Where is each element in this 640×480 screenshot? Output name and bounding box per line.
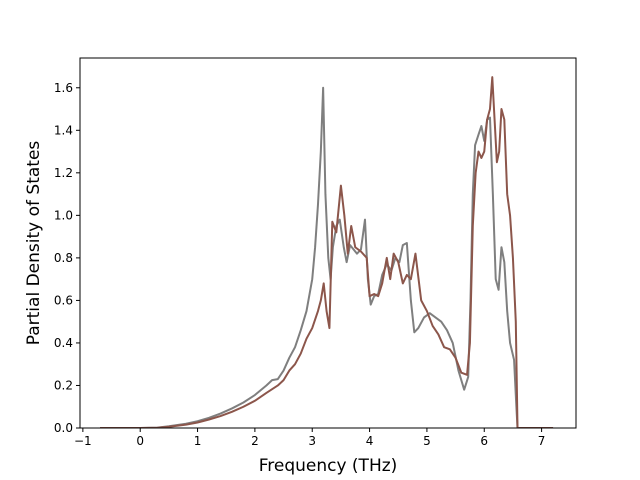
- y-tick-label: 1.0: [54, 208, 73, 222]
- x-axis: −1 0 1 2 3 4 5 6 7: [74, 428, 545, 448]
- y-tick-label: 1.2: [54, 166, 73, 180]
- x-tick-label: 3: [308, 434, 316, 448]
- axes-frame: [79, 57, 577, 429]
- y-tick-label: 0.6: [54, 293, 73, 307]
- x-tick-label: 5: [423, 434, 431, 448]
- y-tick-label: 1.6: [54, 81, 73, 95]
- x-tick-label: 2: [251, 434, 259, 448]
- x-tick-label: 0: [136, 434, 144, 448]
- y-tick-label: 0.4: [54, 336, 73, 350]
- y-tick-label: 1.4: [54, 123, 73, 137]
- x-tick-label: −1: [74, 434, 92, 448]
- series-line-2: [100, 76, 554, 428]
- y-tick-label: 0.8: [54, 251, 73, 265]
- y-tick-label: 0.0: [54, 421, 73, 435]
- x-axis-label: Frequency (THz): [259, 456, 398, 476]
- plot-area: [79, 57, 577, 429]
- x-tick-label: 6: [480, 434, 488, 448]
- y-tick-label: 0.2: [54, 378, 73, 392]
- series-layer: [100, 76, 554, 428]
- x-tick-label: 7: [538, 434, 546, 448]
- x-tick-label: 1: [194, 434, 202, 448]
- y-axis-label: Partial Density of States: [24, 141, 44, 346]
- x-tick-label: 4: [366, 434, 374, 448]
- y-axis: 0.0 0.2 0.4 0.6 0.8 1.0 1.2 1.4 1.6: [54, 81, 80, 435]
